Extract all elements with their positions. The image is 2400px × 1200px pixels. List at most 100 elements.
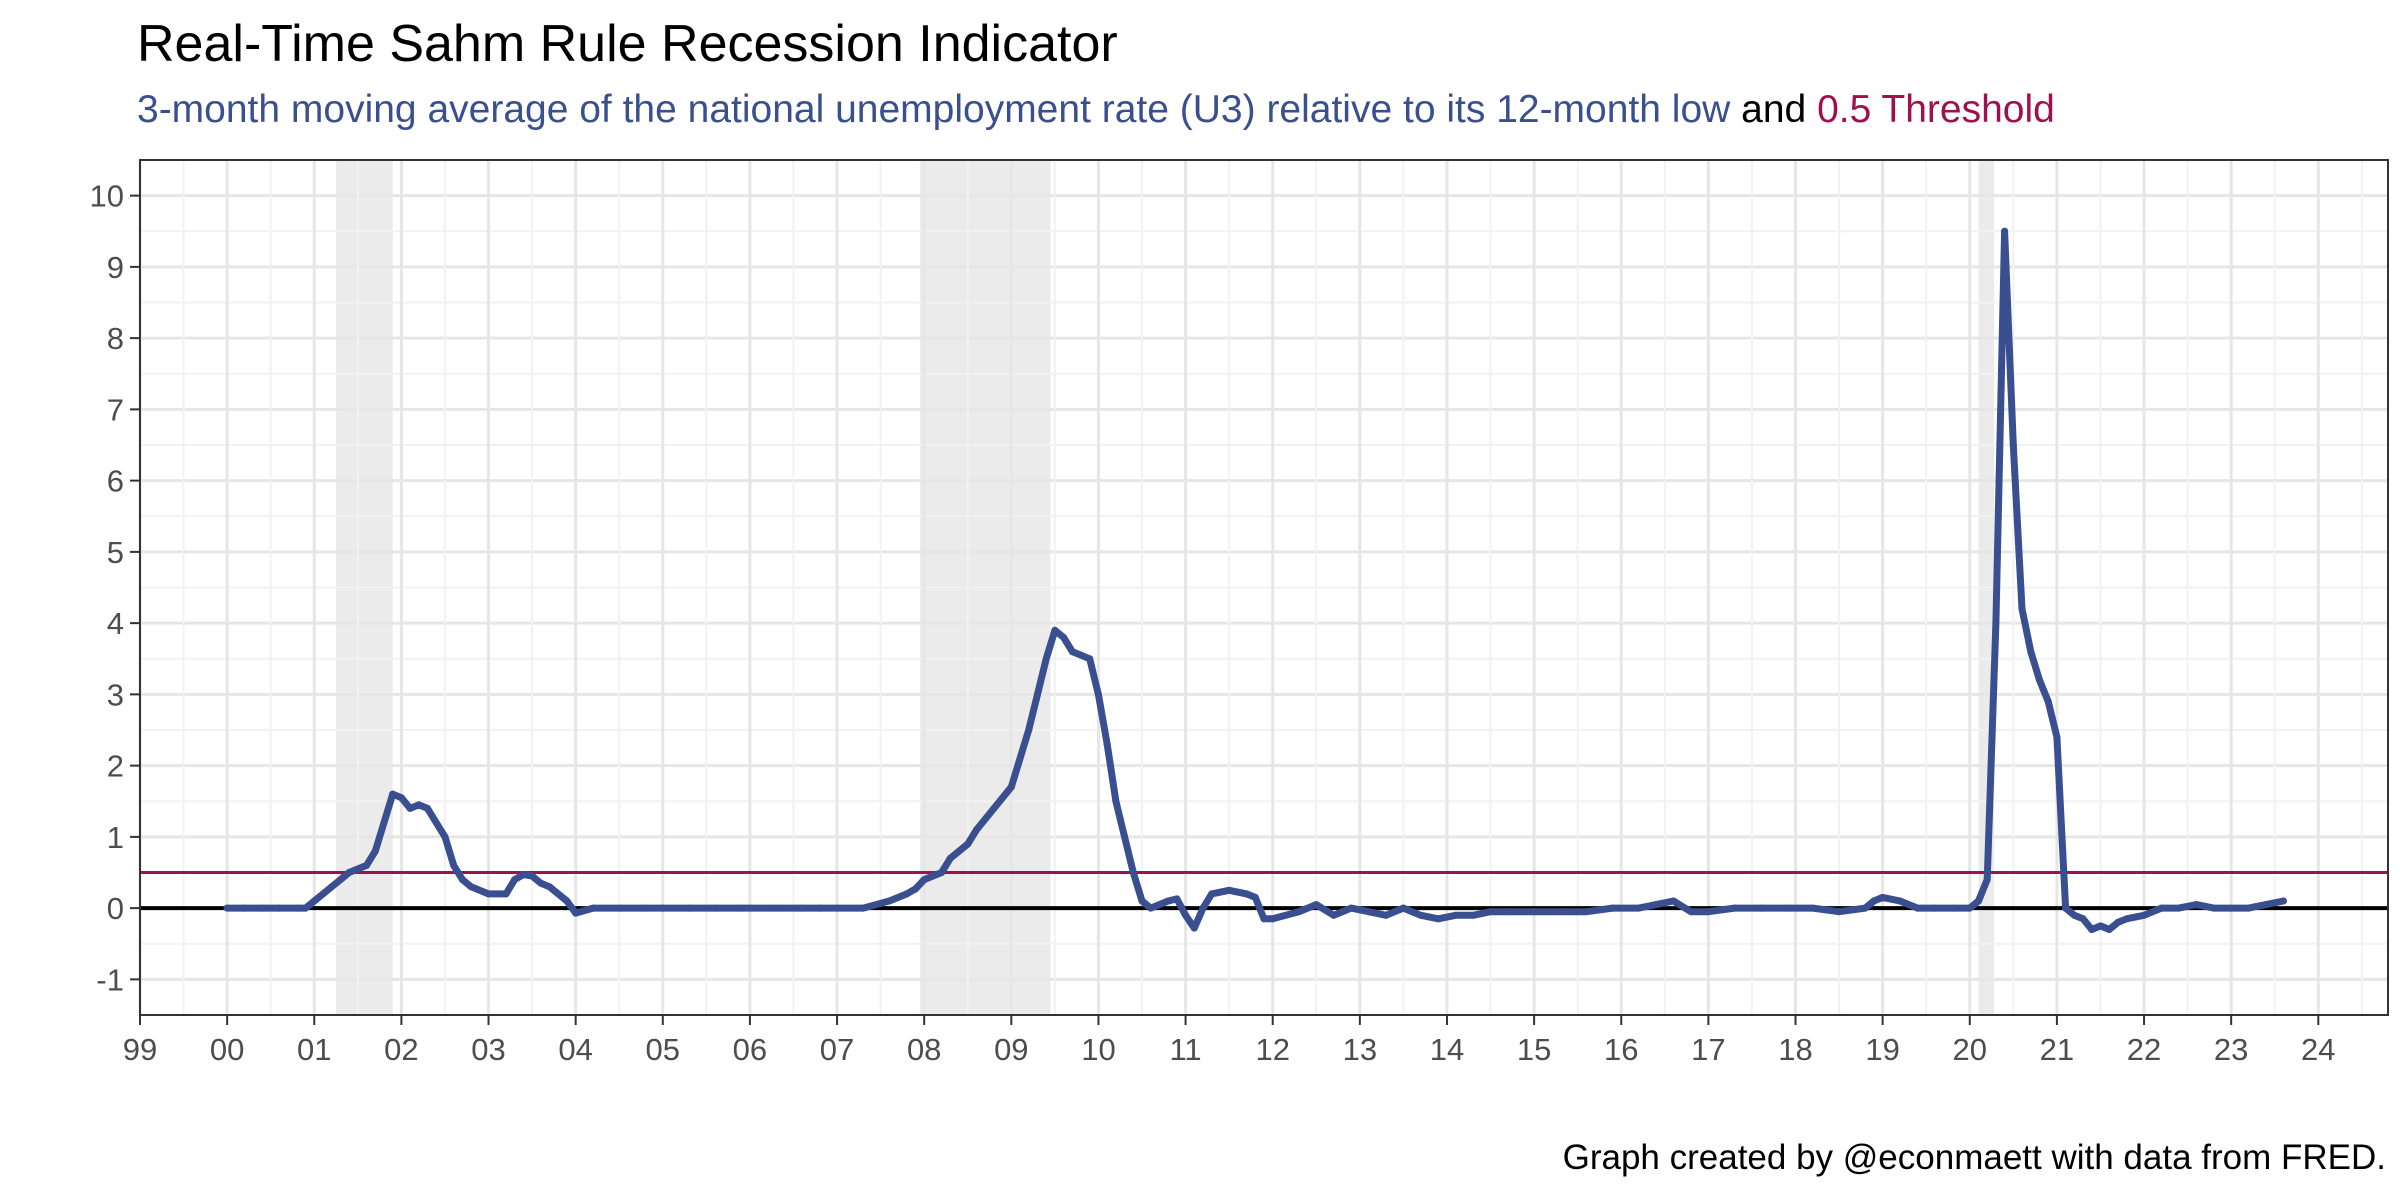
y-tick-label: 10 [90,179,124,214]
x-tick-label: 11 [1169,1032,1201,1067]
data-point [1208,890,1216,898]
data-point [2044,698,2052,705]
data-point [1112,797,1120,805]
data-point [363,861,371,869]
data-point [833,904,841,912]
y-tick-label: 6 [107,464,124,499]
data-point [2079,915,2087,923]
x-tick-label: 04 [558,1032,592,1067]
x-tick-label: 19 [1865,1032,1899,1067]
data-point [258,904,266,912]
x-tick-label: 02 [384,1032,418,1067]
data-point [2140,911,2148,919]
data-point [2262,901,2270,909]
data-point [310,897,318,905]
data-point [2096,922,2104,930]
data-point [1033,690,1041,698]
data-point [1243,890,1251,898]
data-point [2062,904,2070,912]
data-point [293,904,301,912]
data-point [1652,901,1660,909]
data-point [2192,901,2200,909]
data-point [1251,893,1259,901]
data-point [1809,904,1817,912]
data-point [1051,626,1059,634]
x-tick-label: 13 [1343,1032,1377,1067]
data-point [1913,904,1921,912]
y-tick-label: 7 [107,392,124,427]
data-point [903,890,911,898]
data-point [1025,726,1033,734]
data-point [1312,901,1320,909]
data-point [1609,904,1617,912]
data-point [2114,918,2122,926]
data-point [911,885,919,893]
x-tick-label: 07 [820,1032,854,1067]
data-point [415,801,423,809]
data-point [711,904,719,912]
data-point [519,871,527,879]
data-point [537,879,545,887]
data-point [345,869,353,876]
data-point [772,904,780,912]
data-point [1060,633,1068,641]
data-point [371,847,379,855]
y-tick-label: 3 [107,677,124,712]
x-tick-label: 05 [646,1032,680,1067]
x-tick-label: 22 [2127,1032,2161,1067]
data-point [659,904,667,912]
data-point [1504,908,1512,916]
data-point [328,883,336,891]
data-point [2279,897,2287,905]
data-point [397,794,405,802]
x-tick-label: 21 [2040,1032,2074,1067]
data-point [1835,908,1843,916]
data-point [2053,733,2061,741]
series-line-sahm-indicator [223,227,2287,933]
data-point [1077,651,1085,659]
data-point [1330,911,1338,919]
x-tick-label: 20 [1953,1032,1987,1067]
data-point [1068,648,1076,656]
data-point [1556,908,1564,916]
data-point [1347,904,1355,912]
data-point [1469,911,1477,919]
data-point [1399,904,1407,912]
data-point [302,904,310,912]
data-point [920,876,928,884]
data-point [798,904,806,912]
data-point [485,890,493,898]
data-point [406,804,414,812]
data-point [1452,911,1460,919]
x-tick-label: 18 [1778,1032,1812,1067]
data-point [2105,926,2113,933]
x-tick-label: 06 [733,1032,767,1067]
data-point [1417,911,1425,919]
data-point [1269,915,1277,923]
data-point [450,861,458,869]
data-point [1365,908,1373,916]
data-point [2175,904,2183,912]
data-point [2227,904,2235,912]
x-tick-label: 99 [123,1032,157,1067]
data-point [546,883,554,891]
x-tick-label: 17 [1691,1032,1725,1067]
data-point [1173,895,1181,903]
data-point [1948,904,1956,912]
data-point [964,840,972,848]
data-point [885,897,893,905]
x-tick-label: 01 [297,1032,331,1067]
y-tick-label: 5 [107,535,124,570]
panel-border [139,159,2389,1016]
data-point [972,826,980,834]
data-point [2018,605,2026,613]
subtitle-series-text: 3-month moving average of the national u… [137,88,1731,131]
x-tick-label: 09 [994,1032,1028,1067]
data-point [1582,908,1590,916]
data-point [1295,908,1303,916]
data-point [1382,911,1390,919]
data-point [1103,740,1111,748]
series-points-group [223,227,2287,933]
